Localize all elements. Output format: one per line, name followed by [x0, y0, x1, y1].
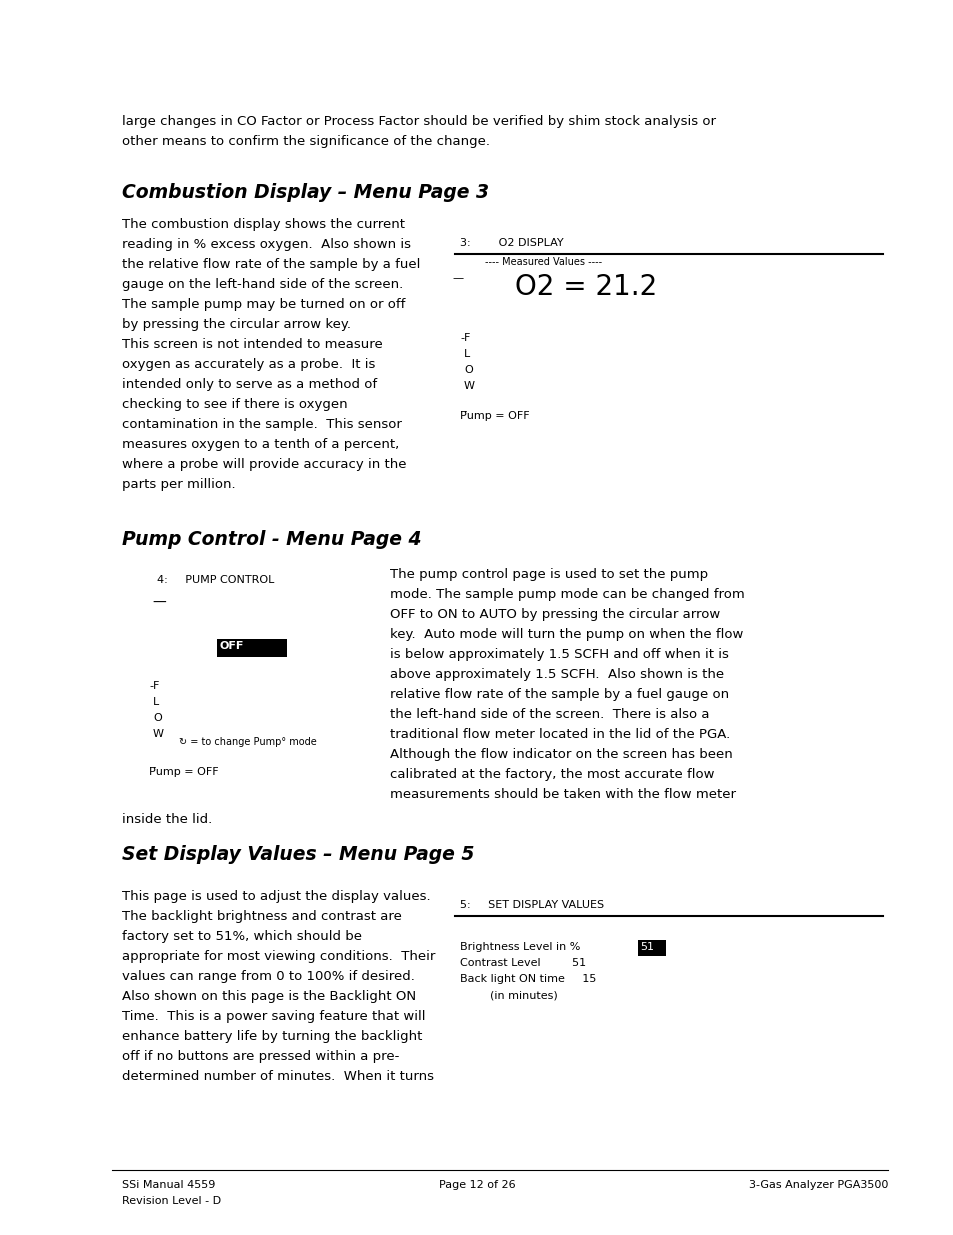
Text: Also shown on this page is the Backlight ON: Also shown on this page is the Backlight…	[122, 990, 416, 1003]
Text: The sample pump may be turned on or off: The sample pump may be turned on or off	[122, 298, 405, 311]
Text: checking to see if there is oxygen: checking to see if there is oxygen	[122, 398, 347, 411]
Text: by pressing the circular arrow key.: by pressing the circular arrow key.	[122, 317, 351, 331]
Text: O2 = 21.2: O2 = 21.2	[515, 273, 657, 301]
Text: oxygen as accurately as a probe.  It is: oxygen as accurately as a probe. It is	[122, 358, 375, 370]
Text: mode. The sample pump mode can be changed from: mode. The sample pump mode can be change…	[390, 588, 744, 601]
Text: intended only to serve as a method of: intended only to serve as a method of	[122, 378, 376, 391]
Text: determined number of minutes.  When it turns: determined number of minutes. When it tu…	[122, 1070, 434, 1083]
Text: values can range from 0 to 100% if desired.: values can range from 0 to 100% if desir…	[122, 969, 415, 983]
Text: L: L	[152, 697, 159, 706]
Text: the relative flow rate of the sample by a fuel: the relative flow rate of the sample by …	[122, 258, 420, 270]
Text: measures oxygen to a tenth of a percent,: measures oxygen to a tenth of a percent,	[122, 438, 399, 451]
Text: The pump control page is used to set the pump: The pump control page is used to set the…	[390, 568, 707, 580]
Bar	[216, 638, 287, 657]
Text: Pump Control - Menu Page 4: Pump Control - Menu Page 4	[122, 530, 421, 550]
Text: O: O	[463, 366, 473, 375]
Text: 5:     SET DISPLAY VALUES: 5: SET DISPLAY VALUES	[459, 900, 603, 910]
Text: reading in % excess oxygen.  Also shown is: reading in % excess oxygen. Also shown i…	[122, 238, 411, 251]
Text: the left-hand side of the screen.  There is also a: the left-hand side of the screen. There …	[390, 708, 709, 721]
Text: 3:        O2 DISPLAY: 3: O2 DISPLAY	[459, 238, 563, 248]
Text: other means to confirm the significance of the change.: other means to confirm the significance …	[122, 135, 490, 148]
Text: gauge on the left-hand side of the screen.: gauge on the left-hand side of the scree…	[122, 278, 403, 291]
Text: relative flow rate of the sample by a fuel gauge on: relative flow rate of the sample by a fu…	[390, 688, 728, 701]
Bar	[638, 940, 665, 956]
Text: Combustion Display – Menu Page 3: Combustion Display – Menu Page 3	[122, 183, 489, 203]
Text: 51: 51	[639, 942, 654, 952]
Text: 3-Gas Analyzer PGA3500: 3-Gas Analyzer PGA3500	[748, 1179, 887, 1191]
Text: (in minutes): (in minutes)	[490, 990, 558, 1000]
Text: Contrast Level         51: Contrast Level 51	[459, 958, 585, 968]
Text: key.  Auto mode will turn the pump on when the flow: key. Auto mode will turn the pump on whe…	[390, 629, 742, 641]
Text: The backlight brightness and contrast are: The backlight brightness and contrast ar…	[122, 910, 401, 923]
Text: P̅ump = OFF: P̅ump = OFF	[149, 767, 218, 777]
Text: OFF to ON to AUTO by pressing the circular arrow: OFF to ON to AUTO by pressing the circul…	[390, 608, 720, 621]
Text: Brightness Level in %: Brightness Level in %	[459, 942, 579, 952]
Text: inside the lid.: inside the lid.	[122, 813, 212, 826]
Text: contamination in the sample.  This sensor: contamination in the sample. This sensor	[122, 417, 401, 431]
Text: measurements should be taken with the flow meter: measurements should be taken with the fl…	[390, 788, 735, 802]
Text: 4:     PUMP CONTROL: 4: PUMP CONTROL	[157, 576, 274, 585]
Text: large changes in CO Factor or Process Factor should be verified by shim stock an: large changes in CO Factor or Process Fa…	[122, 115, 716, 128]
Text: Set Display Values – Menu Page 5: Set Display Values – Menu Page 5	[122, 845, 474, 864]
Text: enhance battery life by turning the backlight: enhance battery life by turning the back…	[122, 1030, 422, 1044]
Text: Page 12 of 26: Page 12 of 26	[438, 1179, 515, 1191]
Text: ---- Measured Values ----: ---- Measured Values ----	[484, 257, 601, 267]
Text: calibrated at the factory, the most accurate flow: calibrated at the factory, the most accu…	[390, 768, 714, 781]
Text: Back light ON time     15: Back light ON time 15	[459, 974, 596, 984]
Text: where a probe will provide accuracy in the: where a probe will provide accuracy in t…	[122, 458, 406, 471]
Text: parts per million.: parts per million.	[122, 478, 235, 492]
Text: factory set to 51%, which should be: factory set to 51%, which should be	[122, 930, 361, 944]
Text: Revision Level - D: Revision Level - D	[122, 1195, 221, 1207]
Text: This screen is not intended to measure: This screen is not intended to measure	[122, 338, 382, 351]
Text: -F: -F	[149, 680, 159, 690]
Text: Time.  This is a power saving feature that will: Time. This is a power saving feature tha…	[122, 1010, 425, 1023]
Text: The combustion display shows the current: The combustion display shows the current	[122, 219, 405, 231]
Text: appropriate for most viewing conditions.  Their: appropriate for most viewing conditions.…	[122, 950, 435, 963]
Text: traditional flow meter located in the lid of the PGA.: traditional flow meter located in the li…	[390, 727, 729, 741]
Text: O: O	[152, 713, 162, 722]
Text: L: L	[463, 350, 470, 359]
Text: W: W	[152, 729, 164, 739]
Text: -F: -F	[459, 333, 470, 343]
Text: above approximately 1.5 SCFH.  Also shown is the: above approximately 1.5 SCFH. Also shown…	[390, 668, 723, 680]
Text: off if no buttons are pressed within a pre-: off if no buttons are pressed within a p…	[122, 1050, 399, 1063]
Text: SSi Manual 4559: SSi Manual 4559	[122, 1179, 215, 1191]
Text: W: W	[463, 382, 475, 391]
Text: P̅ump = OFF: P̅ump = OFF	[459, 411, 529, 421]
Text: ↻ = to change Pump° mode: ↻ = to change Pump° mode	[179, 737, 316, 747]
Text: —: —	[452, 273, 462, 283]
Text: Although the flow indicator on the screen has been: Although the flow indicator on the scree…	[390, 748, 732, 761]
Text: is below approximately 1.5 SCFH and off when it is: is below approximately 1.5 SCFH and off …	[390, 648, 728, 661]
Text: This page is used to adjust the display values.: This page is used to adjust the display …	[122, 890, 430, 903]
Text: OFF: OFF	[220, 641, 244, 651]
Text: —: —	[152, 595, 166, 610]
